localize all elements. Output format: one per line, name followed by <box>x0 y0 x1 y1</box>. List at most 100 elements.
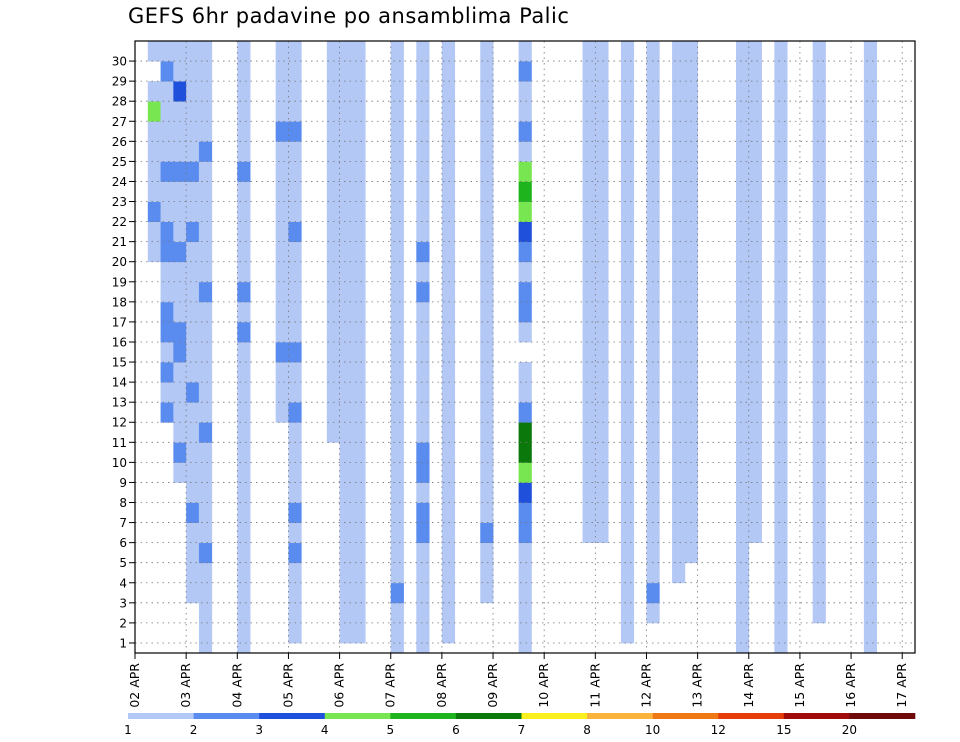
heatmap-cell <box>684 101 699 122</box>
heatmap-cell <box>275 402 289 423</box>
heatmap-cell <box>518 362 532 383</box>
heatmap-cell <box>416 181 430 202</box>
y-tick-label: 6 <box>119 536 127 550</box>
heatmap-cell <box>352 281 366 303</box>
heatmap-cell <box>684 41 699 62</box>
heatmap-cell <box>684 201 699 222</box>
heatmap-cell <box>198 542 213 564</box>
heatmap-cell <box>186 301 200 323</box>
heatmap-cell <box>774 161 788 182</box>
heatmap-cell <box>518 61 532 82</box>
heatmap-cell <box>147 181 161 202</box>
heatmap-cell <box>352 522 366 544</box>
heatmap-cell <box>582 101 596 122</box>
heatmap-cell <box>518 261 532 283</box>
heatmap-cell <box>735 61 750 82</box>
heatmap-cell <box>352 622 366 644</box>
heatmap-cell <box>198 522 213 544</box>
heatmap-cell <box>774 602 788 624</box>
heatmap-cell <box>173 101 187 122</box>
heatmap-cell <box>441 462 456 483</box>
heatmap-cell <box>863 201 878 222</box>
heatmap-cell <box>390 141 404 162</box>
heatmap-cell <box>518 482 532 503</box>
heatmap-cell <box>237 642 251 654</box>
heatmap-cell <box>748 522 762 544</box>
heatmap-cell <box>774 101 788 122</box>
heatmap-cell <box>416 362 430 383</box>
heatmap-cell <box>198 382 213 403</box>
heatmap-cell <box>620 301 635 323</box>
x-tick-label: 17 APR <box>894 663 909 708</box>
heatmap-cell <box>173 161 187 182</box>
heatmap-cell <box>480 321 494 343</box>
heatmap-cell <box>595 221 609 243</box>
heatmap-cell <box>186 81 200 102</box>
heatmap-cell <box>288 442 302 463</box>
heatmap-cell <box>595 341 609 363</box>
heatmap-cell <box>441 261 456 283</box>
heatmap-cell <box>518 442 532 463</box>
heatmap-cell <box>147 121 161 142</box>
heatmap-cell <box>275 241 289 263</box>
heatmap-cell <box>582 502 596 523</box>
chart-title: GEFS 6hr padavine po ansamblima Palic <box>128 4 570 28</box>
heatmap-cell <box>339 382 353 403</box>
heatmap-cell <box>672 422 686 443</box>
heatmap-cell <box>812 462 826 483</box>
heatmap-cell <box>339 502 353 523</box>
heatmap-cell <box>198 281 213 303</box>
heatmap-cell <box>774 261 788 283</box>
heatmap-cell <box>518 221 532 243</box>
heatmap-cell <box>684 261 699 283</box>
heatmap-cell <box>812 402 826 423</box>
heatmap-cell <box>339 562 353 584</box>
heatmap-cell <box>441 181 456 202</box>
heatmap-cell <box>198 482 213 503</box>
heatmap-cell <box>186 201 200 222</box>
heatmap-cell <box>237 201 251 222</box>
heatmap-cell <box>390 522 404 544</box>
heatmap-cell <box>812 321 826 343</box>
heatmap-cell <box>352 81 366 102</box>
heatmap-cell <box>863 442 878 463</box>
heatmap-cell <box>339 221 353 243</box>
heatmap-cell <box>352 562 366 584</box>
heatmap-cell <box>441 301 456 323</box>
legend-label: 20 <box>842 723 857 737</box>
legend-swatch <box>128 713 194 719</box>
heatmap-cell <box>672 402 686 423</box>
heatmap-cell <box>595 321 609 343</box>
heatmap-cell <box>684 181 699 202</box>
heatmap-cell <box>198 582 213 604</box>
heatmap-cell <box>288 261 302 283</box>
heatmap-cell <box>620 261 635 283</box>
heatmap-cell <box>863 281 878 303</box>
heatmap-cell <box>620 61 635 82</box>
heatmap-cell <box>352 502 366 523</box>
heatmap-cell <box>275 362 289 383</box>
heatmap-cell <box>646 602 660 624</box>
heatmap-cell <box>390 642 404 654</box>
heatmap-cell <box>620 562 635 584</box>
legend-label: 6 <box>452 723 460 737</box>
y-tick-label: 12 <box>112 416 127 430</box>
heatmap-cell <box>735 201 750 222</box>
heatmap-cell <box>339 462 353 483</box>
heatmap-cell <box>416 201 430 222</box>
y-tick-label: 4 <box>119 576 127 590</box>
heatmap-cell <box>774 41 788 62</box>
heatmap-cell <box>812 221 826 243</box>
heatmap-cell <box>441 502 456 523</box>
heatmap-cell <box>173 141 187 162</box>
heatmap-cell <box>237 141 251 162</box>
heatmap-cell <box>748 141 762 162</box>
heatmap-cell <box>480 221 494 243</box>
heatmap-cell <box>237 121 251 142</box>
heatmap-cell <box>326 422 340 443</box>
heatmap-cell <box>620 582 635 604</box>
heatmap-cell <box>863 101 878 122</box>
heatmap-cell <box>518 582 532 604</box>
heatmap-cell <box>735 462 750 483</box>
heatmap-cell <box>684 221 699 243</box>
